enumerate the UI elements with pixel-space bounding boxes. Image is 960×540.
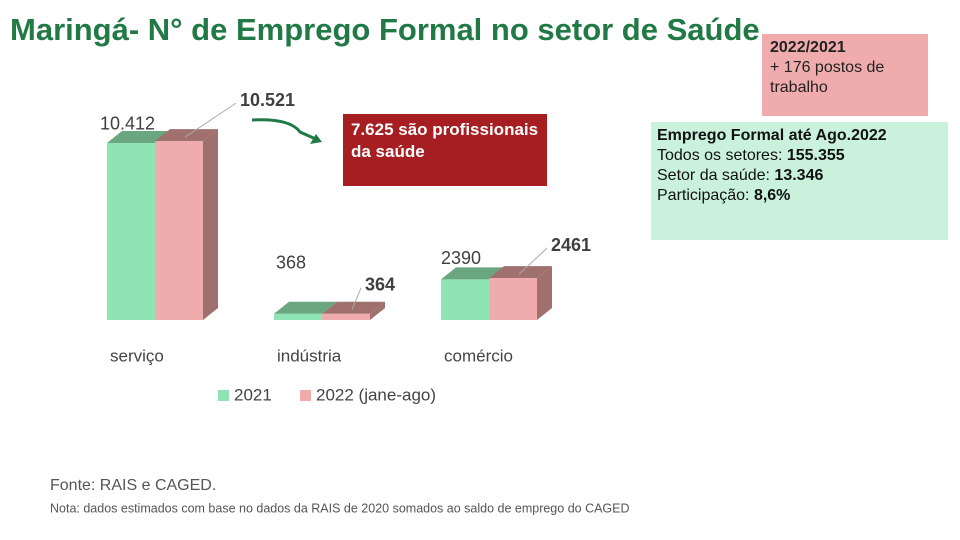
bar-top bbox=[274, 301, 337, 314]
bar-side bbox=[537, 266, 552, 320]
summary-heading: Emprego Formal até Ago.2022 bbox=[657, 127, 887, 144]
legend-label: 2022 (jane-ago) bbox=[316, 385, 436, 404]
bar-front bbox=[155, 141, 203, 320]
legend-label: 2021 bbox=[234, 385, 272, 404]
data-label: 2390 bbox=[441, 248, 481, 268]
note: Nota: dados estimados com base no dados … bbox=[50, 501, 630, 515]
leader-line bbox=[184, 102, 237, 138]
data-label: 364 bbox=[365, 275, 395, 295]
bar-top bbox=[155, 129, 218, 142]
data-label: 368 bbox=[276, 252, 306, 272]
summary-value: 13.346 bbox=[774, 167, 824, 184]
summary-value: 8,6% bbox=[753, 187, 791, 204]
arrow bbox=[251, 118, 319, 142]
bar-front bbox=[107, 142, 155, 320]
bar-side bbox=[203, 129, 218, 320]
summary-box: Emprego Formal até Ago.2022 Todos os set… bbox=[651, 122, 948, 240]
x-tick-label: serviço bbox=[110, 346, 164, 365]
change-text: + 176 postos de trabalho bbox=[770, 59, 885, 96]
bar-top bbox=[441, 267, 504, 280]
bar-side bbox=[370, 301, 385, 320]
data-label: 2461 bbox=[551, 235, 591, 255]
summary-value: 155.355 bbox=[786, 147, 845, 164]
data-label: 10.521 bbox=[240, 90, 295, 110]
bar-front bbox=[274, 313, 322, 320]
bar-front bbox=[489, 278, 537, 320]
legend-swatch bbox=[218, 390, 229, 401]
bar-front bbox=[441, 279, 489, 320]
bar-top bbox=[322, 301, 385, 314]
legend-swatch bbox=[300, 390, 311, 401]
leader-line bbox=[351, 287, 362, 311]
change-box: 2022/2021 + 176 postos de trabalho bbox=[762, 34, 928, 116]
source: Fonte: RAIS e CAGED. bbox=[50, 477, 216, 494]
arrow-head bbox=[310, 134, 322, 144]
chart-title: Maringá- N° de Emprego Formal no setor d… bbox=[10, 12, 760, 47]
bar-front bbox=[322, 313, 370, 320]
change-heading: 2022/2021 bbox=[770, 39, 846, 56]
health-box: 7.625 são profissionais da saúde bbox=[343, 114, 547, 186]
summary-label: Participação: bbox=[657, 187, 754, 204]
data-label: 10.412 bbox=[100, 114, 155, 134]
x-tick-label: comércio bbox=[444, 346, 513, 365]
leader-line bbox=[518, 247, 548, 275]
x-tick-label: indústria bbox=[277, 346, 342, 365]
summary-label: Todos os setores: bbox=[657, 147, 787, 164]
summary-label: Setor da saúde: bbox=[657, 167, 775, 184]
bar-top bbox=[107, 130, 170, 143]
